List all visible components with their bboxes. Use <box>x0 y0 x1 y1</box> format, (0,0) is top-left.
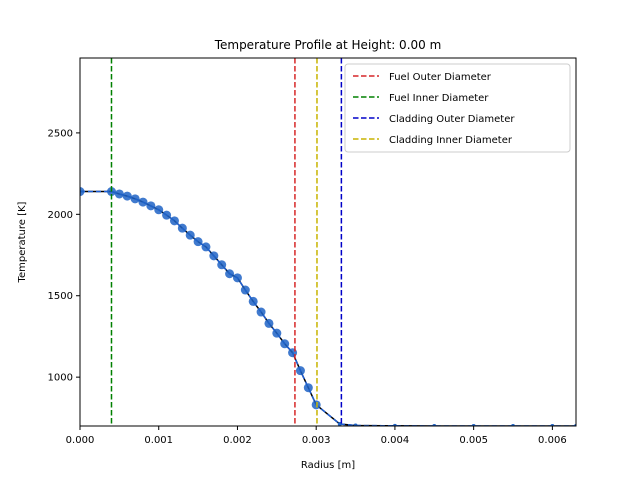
x-tick-label: 0.005 <box>459 435 488 446</box>
data-point <box>185 230 195 240</box>
data-point <box>288 348 298 358</box>
data-point <box>240 285 250 295</box>
data-point <box>311 400 321 410</box>
axes-frame <box>79 57 577 427</box>
x-tick-label: 0.002 <box>223 435 252 446</box>
data-point <box>232 273 242 283</box>
data-point <box>201 242 211 252</box>
x-axis-label: Radius [m] <box>301 460 355 471</box>
legend-label: Fuel Inner Diameter <box>389 93 489 104</box>
data-point <box>146 201 156 211</box>
x-tick-label: 0.006 <box>538 435 567 446</box>
data-point <box>169 216 179 226</box>
data-point <box>154 205 164 215</box>
x-tick-label: 0.003 <box>302 435 331 446</box>
data-point <box>264 318 274 328</box>
lines-layer <box>110 58 343 426</box>
ticks-layer: 0.000 0.001 0.002 0.003 0.004 0.005 0.006 1000 1… <box>48 128 567 446</box>
legend-box <box>344 63 571 153</box>
data-point <box>106 187 116 197</box>
legend-label: Fuel Outer Diameter <box>389 72 492 83</box>
data-point <box>353 423 358 426</box>
data-point <box>122 191 132 201</box>
y-tick-label: 1500 <box>48 291 73 302</box>
data-point <box>248 296 258 306</box>
x-tick-label: 0.000 <box>66 435 95 446</box>
legend: Fuel Outer Diameter Fuel Inner Diameter Cl… <box>344 63 571 153</box>
x-tick-label: 0.001 <box>144 435 173 446</box>
chart-title: Temperature Profile at Height: 0.00 m <box>214 38 442 52</box>
data-point <box>162 210 172 220</box>
data-point <box>130 194 140 204</box>
data-point <box>256 307 266 317</box>
data-point <box>392 423 397 426</box>
data-point <box>225 269 235 279</box>
data-point <box>295 366 305 376</box>
plot-area <box>80 187 576 426</box>
data-point <box>217 260 227 270</box>
y-tick-label: 2000 <box>48 210 73 221</box>
y-axis-label: Temperature [K] <box>17 201 28 283</box>
data-point <box>193 237 203 247</box>
data-point <box>280 339 290 349</box>
data-point <box>209 251 219 261</box>
data-point <box>80 187 85 197</box>
legend-label: Cladding Inner Diameter <box>389 135 513 146</box>
x-tick-label: 0.004 <box>381 435 410 446</box>
data-point <box>114 189 124 199</box>
data-point <box>303 383 313 393</box>
data-point <box>272 328 282 338</box>
legend-label: Cladding Outer Diameter <box>389 114 515 125</box>
y-tick-label: 1000 <box>48 373 73 384</box>
y-tick-label: 2500 <box>48 128 73 139</box>
data-point <box>138 197 148 207</box>
data-point <box>177 223 187 233</box>
